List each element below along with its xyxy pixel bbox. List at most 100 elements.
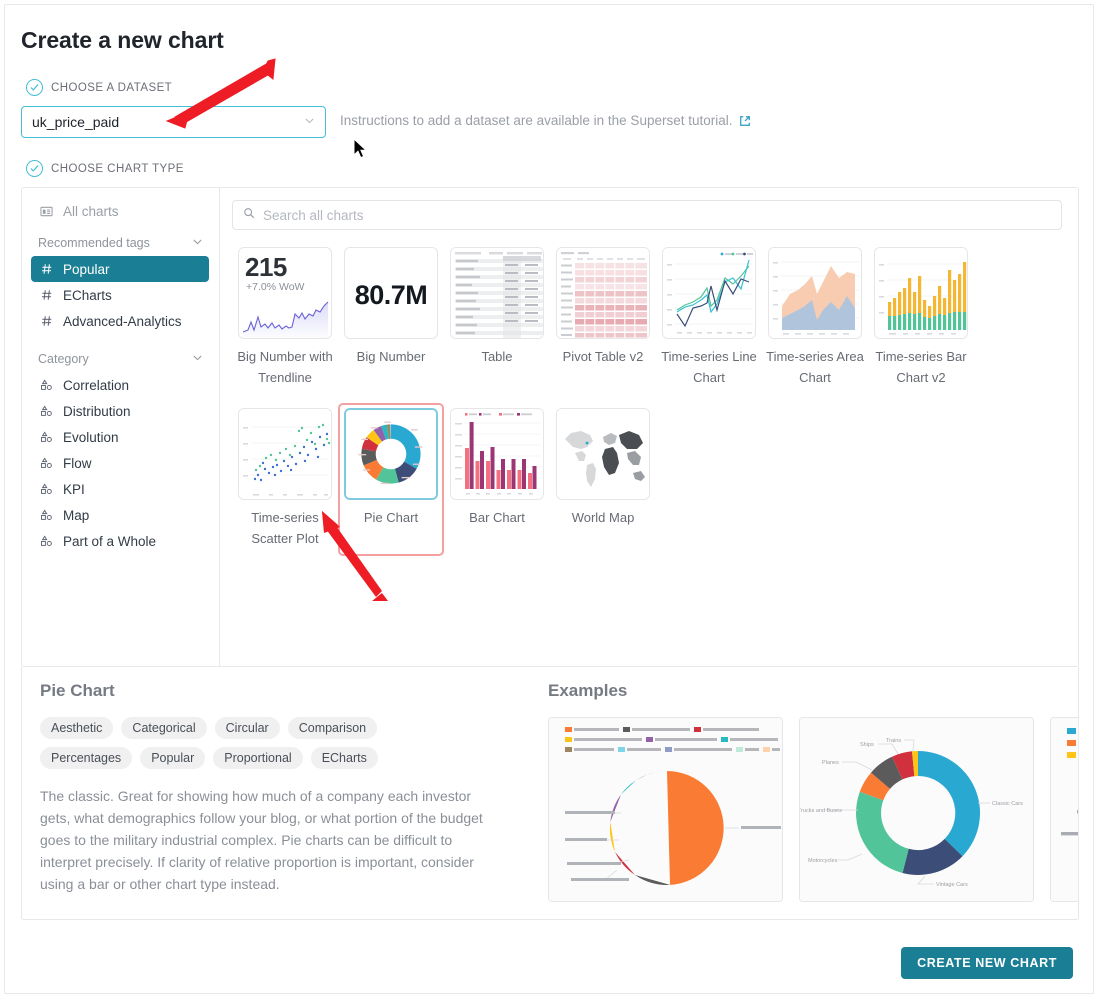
sidebar-item-label: Map (63, 507, 90, 523)
chart-card-big-number[interactable]: 80.7M Big Number (338, 242, 444, 395)
chart-thumbnail-table (450, 247, 544, 339)
chart-card-time-series-area-chart[interactable]: Time-series Area Chart (762, 242, 868, 395)
check-circle-icon-2 (26, 160, 43, 177)
chart-card-label: Time-series Bar Chart v2 (875, 349, 967, 386)
chart-detail-title: Pie Chart (40, 681, 115, 700)
sidebar-group-title: Category (38, 352, 89, 366)
example-vehicle-donut[interactable]: Classic Cars Vintage Cars Motorcycles Tr… (799, 717, 1034, 902)
tag-echarts[interactable]: ECharts (310, 747, 378, 769)
hash-icon (39, 263, 54, 275)
sidebar-group-title: Recommended tags (38, 236, 150, 250)
tag-aesthetic[interactable]: Aesthetic (40, 717, 114, 739)
tag-categorical[interactable]: Categorical (121, 717, 207, 739)
hash-icon (39, 315, 54, 327)
example-education-pie[interactable] (548, 717, 783, 902)
sidebar-item-label: All charts (63, 203, 119, 219)
thumb-value: 215 (245, 252, 287, 282)
chart-type-grid: 215 +7.0% WoW Big Number with Trendline (232, 242, 1062, 564)
sidebar-item-evolution[interactable]: Evolution (31, 424, 209, 450)
donut-label-trains: Trains (886, 738, 901, 744)
thumb-value: 80.7M (354, 280, 428, 310)
example-education-bar-partial[interactable] (1050, 717, 1078, 902)
chart-card-big-number-with-trendline[interactable]: 215 +7.0% WoW Big Number with Trendline (232, 242, 338, 395)
sidebar-item-flow[interactable]: Flow (31, 450, 209, 476)
sidebar-item-advanced-analytics[interactable]: Advanced-Analytics (31, 308, 209, 334)
sidebar-item-kpi[interactable]: KPI (31, 476, 209, 502)
examples-title: Examples (548, 681, 628, 700)
page-container: Create a new chart CHOOSE A DATASET uk_p… (4, 4, 1094, 994)
chart-card-label: Big Number with Trendline (237, 349, 333, 386)
sidebar-item-all-charts[interactable]: All charts (31, 198, 209, 224)
dataset-select-value: uk_price_paid (32, 114, 120, 130)
choose-dataset-label: CHOOSE A DATASET (51, 82, 173, 94)
category-icon (39, 535, 54, 548)
chart-thumbnail-time-series-line-chart (662, 247, 756, 339)
cursor-icon (353, 138, 368, 159)
sidebar-item-map[interactable]: Map (31, 502, 209, 528)
sidebar-item-label: Popular (63, 261, 110, 277)
chart-type-panel: All charts Recommended tags (21, 187, 1079, 667)
tag-circular[interactable]: Circular (214, 717, 280, 739)
donut-label-ships: Ships (860, 742, 874, 748)
chart-card-time-series-bar-chart-v2[interactable]: Time-series Bar Chart v2 (868, 242, 974, 395)
chart-tag-list: Aesthetic Categorical Circular Compariso… (40, 717, 460, 769)
chart-card-time-series-scatter-plot[interactable]: Time-series Scatter Plot (232, 403, 338, 556)
sidebar-item-popular[interactable]: Popular (31, 256, 209, 282)
chart-thumbnail-time-series-area-chart (768, 247, 862, 339)
sidebar-item-label: Correlation (63, 377, 130, 393)
chart-card-pivot-table-v2[interactable]: Pivot Table v2 (550, 242, 656, 395)
chart-detail-panel: Pie Chart Aesthetic Categorical Circular… (21, 667, 1079, 920)
sidebar-group-category[interactable]: Category (38, 352, 203, 366)
chart-thumbnail-time-series-scatter-plot (238, 407, 332, 500)
sidebar-item-label: Flow (63, 455, 92, 471)
category-icon (39, 379, 54, 392)
chart-thumbnail-bar-chart (450, 407, 544, 500)
chart-card-pie-chart[interactable]: Pie Chart (338, 402, 444, 556)
chart-examples: Examples (534, 667, 1078, 919)
chart-gallery: Search all charts 215 +7.0% WoW (220, 188, 1078, 666)
sidebar-item-label: KPI (63, 481, 85, 497)
search-input[interactable]: Search all charts (232, 200, 1062, 230)
chart-card-world-map[interactable]: World Map (550, 403, 656, 556)
create-new-chart-button[interactable]: CREATE NEW CHART (901, 947, 1073, 979)
check-circle-icon (26, 79, 43, 96)
tag-percentages[interactable]: Percentages (40, 747, 133, 769)
examples-row: Classic Cars Vintage Cars Motorcycles Tr… (548, 717, 1078, 902)
dataset-instructions-text: Instructions to add a dataset are availa… (340, 113, 733, 128)
chart-category-sidebar[interactable]: All charts Recommended tags (22, 188, 220, 666)
chart-card-label: Pie Chart (363, 509, 419, 525)
sidebar-item-correlation[interactable]: Correlation (31, 372, 209, 398)
dataset-select[interactable]: uk_price_paid (21, 106, 326, 138)
tag-proportional[interactable]: Proportional (213, 747, 303, 769)
donut-label-vintage-cars: Vintage Cars (936, 882, 968, 888)
sidebar-item-label: Part of a Whole (63, 533, 157, 549)
chart-thumbnail-pivot-table-v2 (556, 247, 650, 339)
search-placeholder: Search all charts (263, 207, 364, 223)
tag-comparison[interactable]: Comparison (287, 717, 378, 739)
chevron-down-icon[interactable] (192, 352, 203, 366)
external-link-icon[interactable] (739, 115, 751, 127)
choose-chart-type-label: CHOOSE CHART TYPE (51, 163, 184, 175)
sidebar-item-label: Evolution (63, 429, 119, 445)
sidebar-item-part-of-a-whole[interactable]: Part of a Whole (31, 528, 209, 554)
sidebar-item-label: Distribution (63, 403, 131, 419)
donut-label-classic-cars: Classic Cars (992, 801, 1023, 807)
tag-popular[interactable]: Popular (140, 747, 206, 769)
chart-card-label: Time-series Line Chart (661, 349, 757, 386)
category-icon (39, 457, 54, 470)
chevron-down-icon[interactable] (192, 236, 203, 250)
chart-card-bar-chart[interactable]: Bar Chart (444, 403, 550, 556)
chart-card-table[interactable]: Table (444, 242, 550, 395)
sidebar-item-echarts[interactable]: ECharts (31, 282, 209, 308)
donut-label-trucks-and-buses: Trucks and Buses (800, 808, 842, 814)
sidebar-group-recommended-tags[interactable]: Recommended tags (38, 236, 203, 250)
page-title: Create a new chart (21, 27, 224, 53)
all-charts-icon (39, 205, 54, 218)
chart-thumbnail-big-number-with-trendline: 215 +7.0% WoW (238, 247, 332, 339)
sidebar-item-label: Advanced-Analytics (63, 313, 182, 329)
chart-thumbnail-big-number: 80.7M (344, 247, 438, 339)
chart-card-time-series-line-chart[interactable]: Time-series Line Chart (656, 242, 762, 395)
sidebar-item-distribution[interactable]: Distribution (31, 398, 209, 424)
chart-card-label: Pivot Table v2 (562, 349, 644, 364)
